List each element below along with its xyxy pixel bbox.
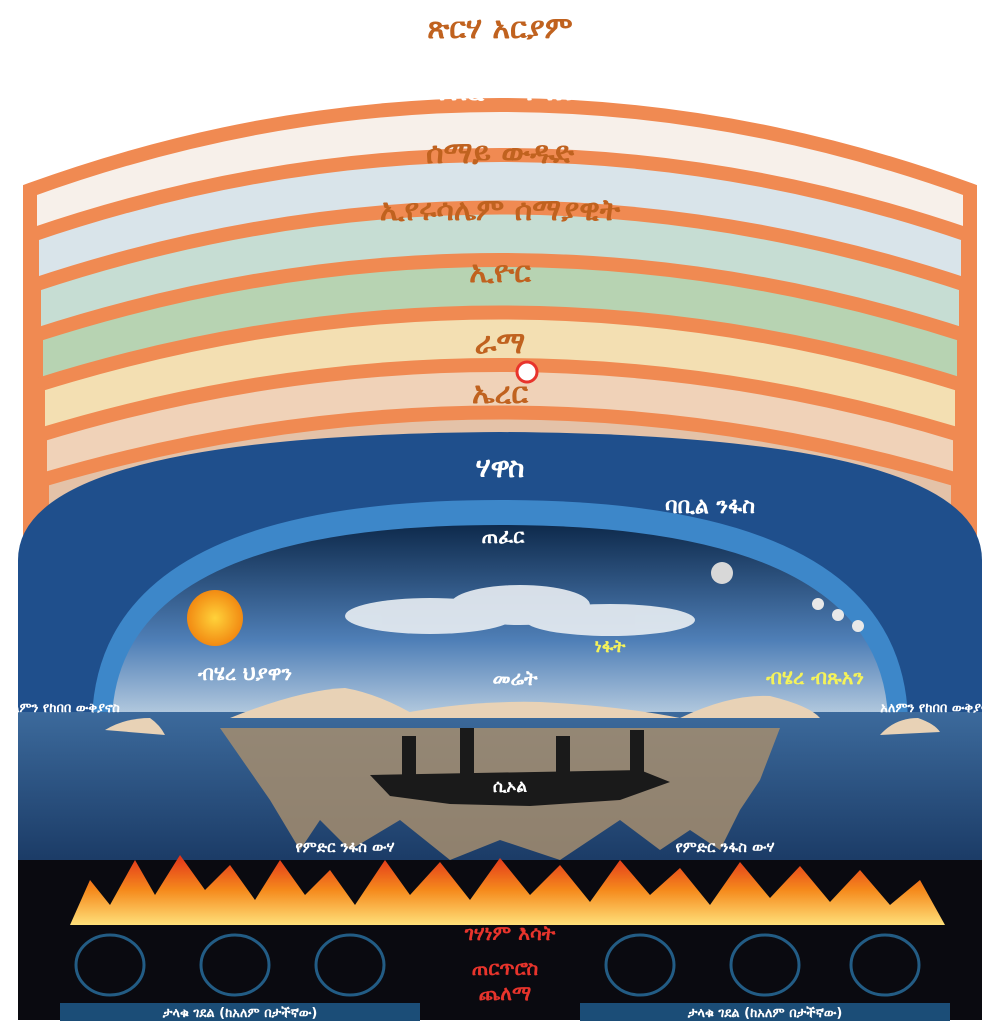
wind-label: ነፋት (595, 636, 627, 657)
heaven-label: ኢዮር (469, 255, 532, 290)
cloud-icon (345, 585, 695, 636)
hellfire (70, 855, 945, 925)
sheol-structure (370, 728, 670, 806)
land-masses (105, 688, 940, 735)
sun-icon (187, 590, 243, 646)
star-icon (812, 598, 824, 610)
heaven-label: ኢየሩሳሌም ሰማያዊት (380, 193, 621, 228)
left-edge-label: አለምን የከበበ ውቅያኖስ (4, 701, 120, 716)
underworld-label: ሲኦል (493, 777, 528, 797)
under-waters-left-label: የምድር ንፋስ ውሃ (295, 838, 394, 856)
footer-right-label: ታላቁ ገደል (ከአለም በታችኛው) (688, 1006, 843, 1021)
moon-icon (711, 562, 733, 584)
west-sea-label: ብሄረ ህያዋን (197, 661, 292, 685)
footer-bar-right (580, 1003, 950, 1021)
heaven-label: ሰማይ ውዱድ (426, 136, 574, 171)
footer-left-label: ታላቁ ገደል (ከአለም በታችኛው) (163, 1006, 318, 1021)
footer-bar-left (60, 1003, 420, 1021)
heaven-label: ራማ (475, 326, 526, 361)
heaven-label: መንበረ መንግስት (407, 73, 593, 108)
star-icon (852, 620, 864, 632)
star-icon (832, 609, 844, 621)
firmament-label: ጠፈር (482, 524, 526, 548)
hellfire-label: ገሃነም እሳት (464, 921, 556, 945)
east-sea-label: ብሄረ ብጹአን (765, 665, 864, 689)
arc-label: ባቢል ንፋስ (665, 494, 755, 519)
cursor-marker-icon (515, 360, 539, 384)
heaven-label: ኤረር (472, 376, 529, 411)
under-waters-right-label: የምድር ንፋስ ውሃ (675, 838, 774, 856)
outer-world-label: ሃዋስ (476, 451, 525, 484)
abyss-figures (74, 933, 921, 997)
abyss-label-line1: ጠርጥሮስ (472, 956, 539, 980)
abyss-label-line2: ጨለማ (479, 981, 531, 1005)
right-edge-label: አለምን የከበበ ውቅያኖስ (880, 701, 996, 716)
center-land-label: መሬት (492, 666, 538, 690)
heaven-label: ጽርሃ አርያም (427, 11, 572, 46)
